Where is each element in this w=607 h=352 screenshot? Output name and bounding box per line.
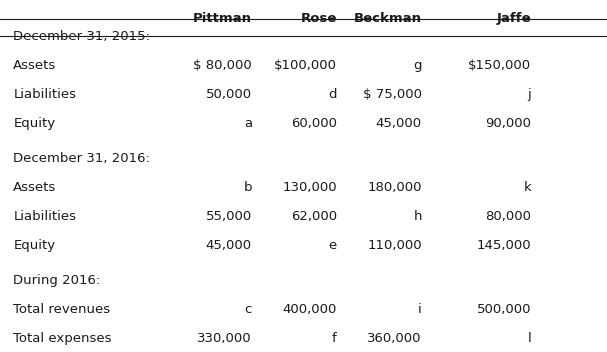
Text: Beckman: Beckman bbox=[354, 12, 422, 25]
Text: 62,000: 62,000 bbox=[291, 210, 337, 223]
Text: c: c bbox=[245, 303, 252, 316]
Text: j: j bbox=[527, 88, 531, 101]
Text: i: i bbox=[418, 303, 422, 316]
Text: 330,000: 330,000 bbox=[197, 332, 252, 345]
Text: f: f bbox=[332, 332, 337, 345]
Text: e: e bbox=[328, 239, 337, 252]
Text: a: a bbox=[244, 117, 252, 130]
Text: $ 75,000: $ 75,000 bbox=[363, 88, 422, 101]
Text: 50,000: 50,000 bbox=[206, 88, 252, 101]
Text: Equity: Equity bbox=[13, 239, 55, 252]
Text: During 2016:: During 2016: bbox=[13, 274, 101, 287]
Text: b: b bbox=[243, 181, 252, 194]
Text: 360,000: 360,000 bbox=[367, 332, 422, 345]
Text: $100,000: $100,000 bbox=[274, 59, 337, 72]
Text: 500,000: 500,000 bbox=[476, 303, 531, 316]
Text: Assets: Assets bbox=[13, 59, 56, 72]
Text: 400,000: 400,000 bbox=[282, 303, 337, 316]
Text: d: d bbox=[328, 88, 337, 101]
Text: g: g bbox=[413, 59, 422, 72]
Text: Total revenues: Total revenues bbox=[13, 303, 110, 316]
Text: 180,000: 180,000 bbox=[367, 181, 422, 194]
Text: 80,000: 80,000 bbox=[485, 210, 531, 223]
Text: Total expenses: Total expenses bbox=[13, 332, 112, 345]
Text: k: k bbox=[523, 181, 531, 194]
Text: 55,000: 55,000 bbox=[206, 210, 252, 223]
Text: h: h bbox=[413, 210, 422, 223]
Text: December 31, 2016:: December 31, 2016: bbox=[13, 152, 150, 165]
Text: December 31, 2015:: December 31, 2015: bbox=[13, 31, 151, 43]
Text: 45,000: 45,000 bbox=[206, 239, 252, 252]
Text: Assets: Assets bbox=[13, 181, 56, 194]
Text: $ 80,000: $ 80,000 bbox=[193, 59, 252, 72]
Text: Liabilities: Liabilities bbox=[13, 210, 76, 223]
Text: 90,000: 90,000 bbox=[485, 117, 531, 130]
Text: $150,000: $150,000 bbox=[468, 59, 531, 72]
Text: Pittman: Pittman bbox=[193, 12, 252, 25]
Text: l: l bbox=[527, 332, 531, 345]
Text: Equity: Equity bbox=[13, 117, 55, 130]
Text: Jaffe: Jaffe bbox=[497, 12, 531, 25]
Text: 45,000: 45,000 bbox=[376, 117, 422, 130]
Text: Rose: Rose bbox=[300, 12, 337, 25]
Text: 145,000: 145,000 bbox=[476, 239, 531, 252]
Text: 130,000: 130,000 bbox=[282, 181, 337, 194]
Text: 60,000: 60,000 bbox=[291, 117, 337, 130]
Text: Liabilities: Liabilities bbox=[13, 88, 76, 101]
Text: 110,000: 110,000 bbox=[367, 239, 422, 252]
